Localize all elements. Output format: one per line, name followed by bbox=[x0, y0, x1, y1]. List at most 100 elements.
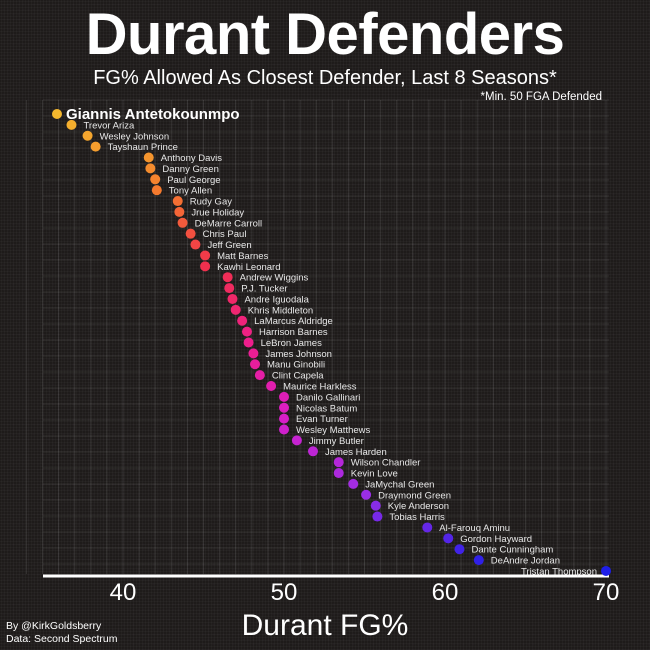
point-label: Kevin Love bbox=[351, 469, 398, 480]
point-label: Danilo Gallinari bbox=[296, 392, 360, 403]
point-label: Tobias Harris bbox=[389, 512, 445, 523]
data-point bbox=[248, 348, 259, 359]
point-label: Gordon Hayward bbox=[460, 534, 532, 545]
data-point bbox=[254, 370, 265, 381]
data-point bbox=[291, 435, 302, 446]
data-point bbox=[174, 206, 185, 217]
point-label: Draymond Green bbox=[378, 490, 451, 501]
x-axis-label: Durant FG% bbox=[241, 609, 409, 642]
point-label: Tony Allen bbox=[169, 186, 212, 197]
point-label: Kawhi Leonard bbox=[217, 262, 280, 273]
data-point bbox=[333, 457, 344, 468]
data-point bbox=[224, 283, 235, 294]
point-label: Anthony Davis bbox=[161, 153, 223, 164]
point-label: Andre Iguodala bbox=[244, 294, 309, 305]
point-label: Danny Green bbox=[162, 164, 219, 175]
data-point bbox=[307, 446, 318, 457]
point-label: LaMarcus Aldridge bbox=[254, 316, 333, 327]
data-point bbox=[601, 565, 611, 576]
x-tick-label: 60 bbox=[432, 579, 459, 606]
data-point bbox=[348, 478, 359, 489]
point-label: JaMychal Green bbox=[365, 479, 434, 490]
data-point bbox=[51, 109, 62, 119]
point-label: Matt Barnes bbox=[217, 251, 268, 262]
data-point bbox=[279, 413, 289, 424]
data-point bbox=[227, 293, 238, 304]
data-point bbox=[361, 489, 372, 500]
point-label: Wesley Johnson bbox=[100, 131, 170, 142]
data-point bbox=[66, 119, 77, 130]
x-tick-label: 70 bbox=[593, 579, 620, 606]
point-label: Maurice Harkless bbox=[283, 382, 357, 393]
data-point bbox=[200, 250, 211, 261]
point-label: Jrue Holiday bbox=[191, 207, 244, 218]
point-label: Wesley Matthews bbox=[296, 425, 371, 436]
data-point bbox=[279, 402, 289, 413]
point-label: Manu Ginobili bbox=[267, 360, 325, 371]
point-label: James Harden bbox=[325, 447, 387, 458]
credits: By @KirkGoldsberry Data: Second Spectrum bbox=[6, 620, 117, 646]
data-point bbox=[143, 152, 154, 163]
point-label: Evan Turner bbox=[296, 414, 348, 425]
chart-footnote: *Min. 50 FGA Defended bbox=[480, 91, 602, 103]
point-label: Tristan Thompson bbox=[521, 566, 597, 577]
point-label: Jimmy Butler bbox=[309, 436, 364, 447]
grid-lines bbox=[25, 99, 609, 574]
data-point bbox=[454, 544, 465, 555]
point-label: James Johnson bbox=[265, 349, 332, 360]
data-point bbox=[222, 272, 233, 283]
point-label: Dante Cunningham bbox=[471, 545, 553, 556]
data-point bbox=[230, 304, 241, 315]
chart-title: Durant Defenders bbox=[85, 2, 565, 67]
point-label: Wilson Chandler bbox=[351, 458, 421, 469]
data-point bbox=[279, 391, 289, 402]
point-label: DeMarre Carroll bbox=[195, 218, 263, 229]
data-point bbox=[443, 533, 454, 544]
credit-author: By @KirkGoldsberry bbox=[6, 620, 102, 632]
data-point bbox=[150, 174, 161, 185]
point-label: Giannis Antetokounmpo bbox=[66, 106, 240, 123]
data-point bbox=[266, 381, 277, 391]
data-point bbox=[333, 468, 344, 479]
point-label: Harrison Barnes bbox=[259, 327, 328, 338]
x-axis-ticks: 40 50 60 70 bbox=[110, 579, 620, 606]
data-point bbox=[241, 326, 252, 337]
data-point bbox=[243, 337, 254, 348]
point-label: Rudy Gay bbox=[190, 197, 232, 208]
point-label: P.J. Tucker bbox=[241, 284, 287, 295]
data-point bbox=[372, 511, 383, 522]
point-label: Chris Paul bbox=[203, 229, 247, 240]
data-point bbox=[177, 217, 188, 228]
credit-source: Data: Second Spectrum bbox=[6, 633, 118, 645]
data-point bbox=[473, 555, 484, 566]
point-label: Andrew Wiggins bbox=[240, 273, 309, 284]
point-label: Kyle Anderson bbox=[388, 501, 449, 512]
point-label: Paul George bbox=[167, 175, 220, 186]
x-tick-label: 40 bbox=[110, 579, 137, 606]
data-point bbox=[279, 424, 289, 435]
data-point bbox=[250, 359, 261, 370]
data-point bbox=[200, 261, 211, 272]
data-point bbox=[185, 228, 196, 239]
data-point bbox=[82, 130, 93, 141]
data-point bbox=[172, 196, 183, 207]
chart-subtitle: FG% Allowed As Closest Defender, Last 8 … bbox=[93, 67, 557, 89]
x-tick-label: 50 bbox=[271, 579, 298, 606]
data-point bbox=[370, 500, 381, 511]
point-label: Jeff Green bbox=[207, 240, 251, 251]
data-point bbox=[145, 163, 156, 174]
data-point bbox=[422, 522, 433, 533]
point-label: Tayshaun Prince bbox=[108, 142, 178, 153]
point-label: Khris Middleton bbox=[248, 305, 313, 316]
point-label: Nicolas Batum bbox=[296, 403, 357, 414]
data-point bbox=[90, 141, 101, 152]
point-label: LeBron James bbox=[261, 338, 323, 349]
point-label: Clint Capela bbox=[272, 371, 324, 382]
point-label: Al-Farouq Aminu bbox=[439, 523, 510, 534]
point-label: Trevor Ariza bbox=[83, 120, 135, 131]
point-label: DeAndre Jordan bbox=[491, 556, 560, 567]
data-point bbox=[237, 315, 248, 326]
data-point bbox=[190, 239, 201, 250]
